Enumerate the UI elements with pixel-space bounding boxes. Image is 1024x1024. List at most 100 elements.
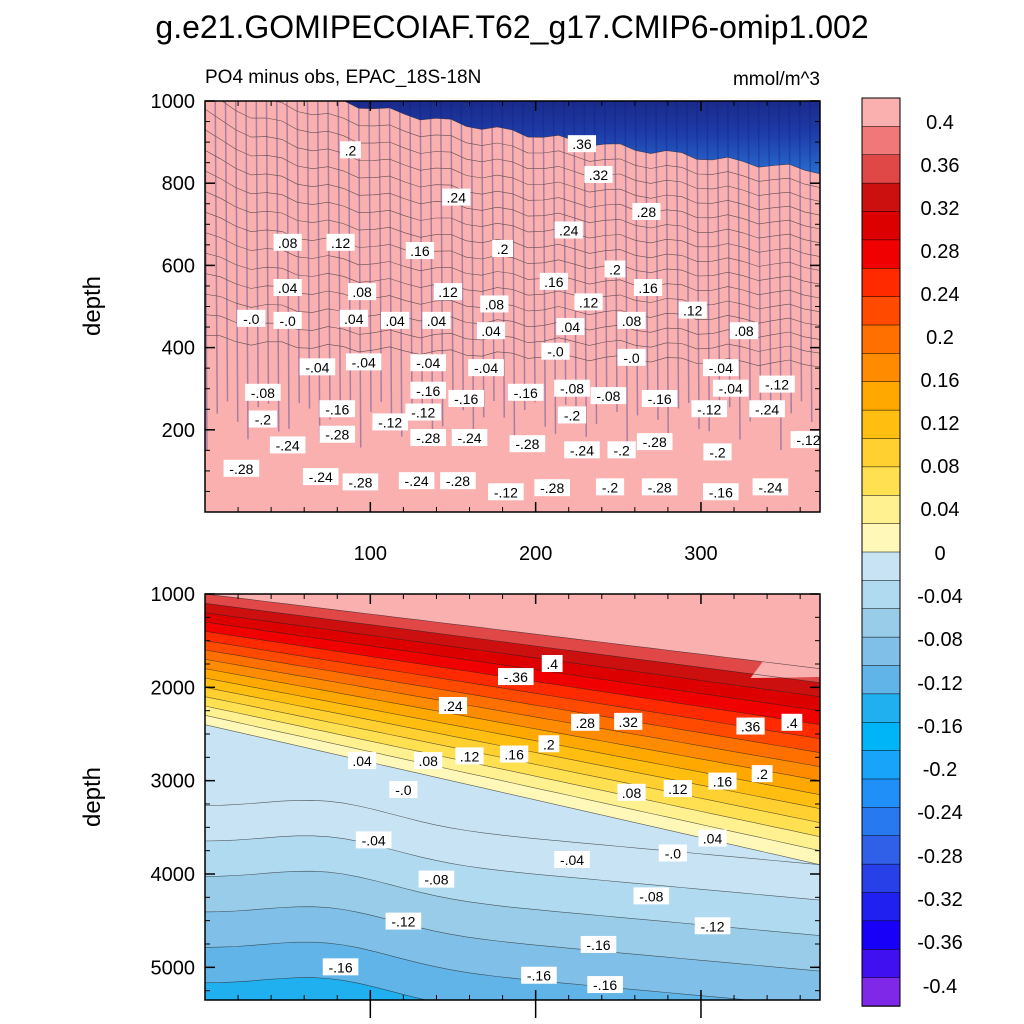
contour-label-box: [538, 735, 560, 753]
colorbar-label: -0.32: [917, 889, 963, 911]
colorbar-swatch: [861, 239, 901, 269]
contour-label-text: -.12: [765, 377, 789, 393]
contour-label-text: .08: [418, 753, 438, 769]
contour-label-text: -.16: [586, 937, 610, 953]
upper-spike: [470, 101, 475, 445]
upper-spike: [696, 101, 700, 430]
contour-label-box: [607, 441, 636, 459]
chart-title: g.e21.GOMIPECOIAF.T62_g17.CMIP6-omip1.00…: [155, 9, 868, 45]
contour-label-text: -.28: [325, 427, 349, 443]
contour-label-box: [451, 429, 488, 447]
contour-label: -.12: [790, 431, 820, 449]
contour-label-box: [433, 283, 463, 301]
contour-label-box: [541, 655, 563, 672]
colorbar-label: 0.08: [921, 456, 960, 478]
x-tick-label: 300: [684, 543, 717, 565]
contour-label: .32: [584, 165, 613, 183]
contour-label: .16: [405, 242, 435, 260]
upper-spike: [706, 101, 710, 432]
contour-label-text: -.0: [395, 782, 412, 798]
upper-contour: [205, 129, 820, 230]
contour-label-text: -.24: [570, 442, 594, 458]
contour-label: -.24: [302, 468, 339, 486]
contour-label-box: [703, 359, 739, 377]
contour-label-text: -.12: [378, 414, 402, 430]
upper-spike: [306, 101, 311, 409]
contour-label-text: -.16: [454, 391, 478, 407]
contour-label-box: [347, 752, 377, 770]
contour-label-text: -.0: [279, 313, 296, 329]
contour-label-text: -.24: [758, 479, 782, 495]
contour-label-text: .12: [331, 235, 351, 251]
contour-label: .24: [438, 697, 468, 714]
contour-label-box: [736, 717, 765, 735]
contour-label-box: [617, 311, 646, 329]
colorbar-swatch: [861, 154, 901, 184]
upper-panel: -.28-.24-.24 -.28 -.24 -.28-.12 -.28 -.2 -.28-…: [79, 91, 821, 565]
upper-spike: [645, 101, 649, 402]
contour-label-text: -.2: [613, 442, 630, 458]
upper-ylabel: depth: [79, 276, 106, 336]
contour-label-box: [571, 713, 600, 731]
colorbar-swatch: [861, 949, 901, 979]
contour-label-box: [604, 260, 626, 278]
contour-label-box: [663, 780, 692, 798]
contour-label: .04: [422, 311, 451, 329]
upper-spike: [809, 101, 813, 423]
contour-label: -.28: [509, 435, 546, 453]
contour-label-box: [751, 765, 773, 783]
contour-label: -.08: [245, 383, 281, 401]
contour-label: -.28: [534, 479, 570, 497]
contour-label-box: [632, 202, 661, 220]
contour-label-box: [556, 318, 585, 336]
contour-label-text: -.04: [709, 360, 733, 376]
contour-label: -.2: [557, 406, 587, 424]
contour-label-text: -.08: [560, 381, 584, 397]
contour-label-text: -.04: [474, 360, 498, 376]
lower-contour: [205, 941, 752, 1000]
contour-label-box: [554, 379, 590, 397]
contour-label-text: .32: [618, 714, 638, 730]
contour-label: .08: [347, 283, 377, 301]
contour-label-text: -.16: [648, 391, 672, 407]
units-label: mmol/m^3: [733, 69, 820, 90]
upper-axis-ticks: 200 400 600 800 1000 100 200 300: [151, 91, 820, 565]
contour-label-text: -.16: [325, 401, 349, 417]
contour-label: -.16: [587, 976, 623, 994]
contour-label: -.16: [703, 483, 739, 501]
x-tick-label: 200: [519, 543, 552, 565]
contour-label-box: [372, 413, 408, 431]
contour-label: .04: [347, 752, 377, 770]
contour-label: .16: [708, 772, 737, 790]
contour-label-box: [759, 375, 795, 393]
contour-label: .08: [273, 233, 302, 251]
contour-label-box: [480, 295, 509, 313]
upper-spike: [788, 101, 792, 414]
contour-label-box: [455, 747, 484, 765]
contour-label: -.28: [342, 473, 379, 491]
contour-label-box: [355, 831, 392, 849]
contour-label-text: .08: [734, 323, 754, 339]
contour-label-box: [269, 436, 306, 454]
contour-label: -.2: [595, 478, 625, 496]
contour-label-box: [448, 389, 485, 407]
colorbar-swatch: [861, 353, 901, 383]
upper-spike: [265, 101, 270, 404]
colorbar-label: -0.2: [923, 759, 957, 781]
contour-label-box: [273, 311, 302, 329]
contour-label-text: .2: [756, 766, 768, 782]
colorbar-swatch: [861, 835, 901, 865]
contour-label: -.28: [319, 425, 356, 443]
contour-label-text: .28: [637, 204, 657, 220]
contour-label-box: [703, 443, 732, 461]
contour-label-text: .08: [622, 785, 642, 801]
upper-spike: [399, 101, 403, 437]
contour-label-text: -.28: [515, 436, 539, 452]
contour-label: .16: [633, 279, 663, 297]
contour-label: .08: [414, 752, 443, 770]
contour-label: .04: [273, 279, 302, 297]
contour-label-box: [410, 429, 446, 447]
colorbar-label: -0.16: [917, 716, 963, 738]
contour-label-box: [614, 712, 643, 730]
